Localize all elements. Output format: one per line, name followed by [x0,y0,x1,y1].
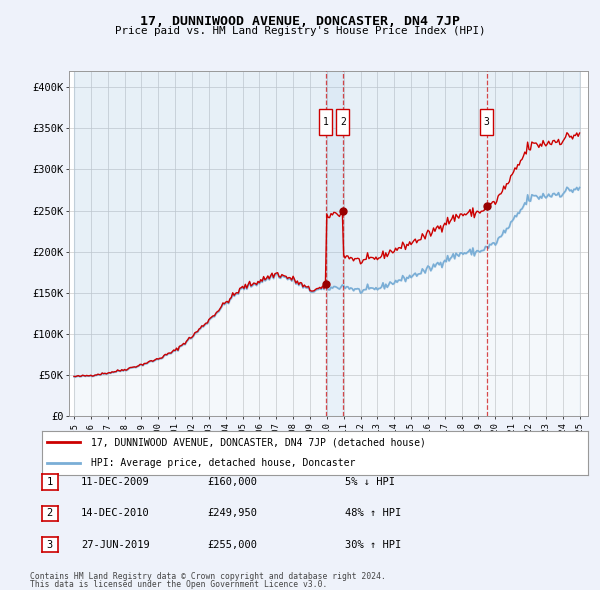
Text: £249,950: £249,950 [207,509,257,518]
Text: £160,000: £160,000 [207,477,257,487]
Text: 1: 1 [323,117,329,127]
Text: 1: 1 [47,477,53,487]
Text: 2: 2 [340,117,346,127]
FancyBboxPatch shape [319,109,332,135]
Text: Contains HM Land Registry data © Crown copyright and database right 2024.: Contains HM Land Registry data © Crown c… [30,572,386,581]
Text: 3: 3 [47,540,53,549]
Text: 14-DEC-2010: 14-DEC-2010 [81,509,150,518]
FancyBboxPatch shape [337,109,349,135]
Text: 17, DUNNIWOOD AVENUE, DONCASTER, DN4 7JP: 17, DUNNIWOOD AVENUE, DONCASTER, DN4 7JP [140,15,460,28]
Text: 3: 3 [484,117,490,127]
Text: 2: 2 [47,509,53,518]
Text: 27-JUN-2019: 27-JUN-2019 [81,540,150,549]
Text: 17, DUNNIWOOD AVENUE, DONCASTER, DN4 7JP (detached house): 17, DUNNIWOOD AVENUE, DONCASTER, DN4 7JP… [91,437,426,447]
Text: 5% ↓ HPI: 5% ↓ HPI [345,477,395,487]
Text: 48% ↑ HPI: 48% ↑ HPI [345,509,401,518]
Text: 11-DEC-2009: 11-DEC-2009 [81,477,150,487]
Text: Price paid vs. HM Land Registry's House Price Index (HPI): Price paid vs. HM Land Registry's House … [115,26,485,36]
FancyBboxPatch shape [481,109,493,135]
Bar [326,71,343,416]
Text: HPI: Average price, detached house, Doncaster: HPI: Average price, detached house, Donc… [91,458,356,468]
Text: £255,000: £255,000 [207,540,257,549]
Text: 30% ↑ HPI: 30% ↑ HPI [345,540,401,549]
Text: This data is licensed under the Open Government Licence v3.0.: This data is licensed under the Open Gov… [30,580,328,589]
